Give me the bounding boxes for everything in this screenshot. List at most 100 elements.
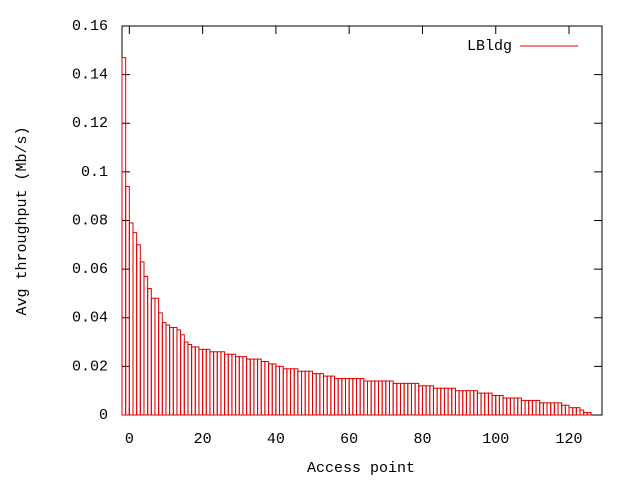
bar	[271, 363, 277, 416]
bar	[388, 380, 394, 416]
bar	[293, 368, 299, 416]
bar	[290, 368, 295, 416]
bar	[392, 382, 398, 416]
bar	[169, 326, 174, 416]
bar	[279, 365, 284, 416]
bar	[407, 382, 412, 416]
bar	[238, 356, 244, 416]
bar	[326, 375, 332, 416]
bar	[348, 378, 354, 416]
x-tick-label: 60	[340, 431, 358, 448]
bar	[198, 348, 204, 416]
bar	[535, 399, 541, 416]
bar	[465, 390, 471, 416]
bar	[356, 378, 361, 416]
bar	[432, 387, 438, 416]
bar	[249, 358, 255, 416]
bar	[414, 382, 420, 416]
bar	[583, 412, 588, 416]
bar	[231, 353, 237, 416]
bar	[121, 57, 127, 416]
bar	[147, 288, 152, 416]
bar	[334, 378, 339, 416]
bar	[429, 385, 434, 416]
y-tick-label: 0	[99, 407, 108, 424]
bar	[579, 409, 585, 416]
bar	[370, 380, 376, 416]
bar	[399, 382, 405, 416]
bar	[297, 370, 303, 416]
y-tick-label: 0.04	[72, 310, 108, 327]
bar	[462, 390, 467, 416]
bar	[312, 373, 317, 416]
bar	[480, 392, 486, 416]
bar	[546, 402, 552, 416]
x-tick-label: 40	[267, 431, 285, 448]
bar	[136, 244, 141, 416]
bar	[172, 326, 178, 416]
bar	[513, 397, 519, 416]
bar	[286, 368, 292, 416]
bar	[568, 407, 574, 416]
bar	[575, 407, 581, 416]
bar	[304, 370, 310, 416]
bar	[363, 380, 368, 416]
bar	[381, 380, 387, 416]
bar	[440, 387, 445, 416]
bar	[275, 365, 281, 416]
bar	[443, 387, 449, 416]
bar	[268, 363, 273, 416]
y-tick-label: 0.02	[72, 358, 108, 375]
bar	[180, 334, 185, 416]
bar	[564, 404, 570, 416]
bar	[458, 390, 464, 416]
x-tick-label: 100	[482, 431, 509, 448]
y-tick-label: 0.12	[72, 115, 108, 132]
bar	[377, 380, 383, 416]
bar	[359, 378, 365, 416]
x-tick-label: 20	[194, 431, 212, 448]
bar	[227, 353, 233, 416]
bar	[132, 232, 138, 416]
y-tick-label: 0.08	[72, 212, 108, 229]
bar	[539, 402, 544, 416]
bar	[209, 351, 215, 416]
bar	[202, 348, 207, 416]
y-tick-label: 0.1	[81, 164, 108, 181]
bar	[242, 356, 248, 416]
bar	[531, 399, 537, 416]
bar	[205, 348, 211, 416]
bar	[282, 368, 288, 416]
x-axis-label: Access point	[307, 460, 415, 477]
legend-label: LBldg	[467, 38, 512, 55]
bar	[436, 387, 442, 416]
bar	[561, 404, 566, 416]
bar	[487, 392, 493, 416]
bar	[396, 382, 401, 416]
bar	[264, 361, 270, 416]
bar	[469, 390, 475, 416]
bar	[315, 373, 321, 416]
bar	[517, 397, 522, 416]
bar	[572, 407, 577, 416]
bar	[260, 361, 266, 416]
bar	[220, 351, 226, 416]
bar	[176, 329, 182, 416]
bar	[301, 370, 306, 416]
x-tick-label: 80	[413, 431, 431, 448]
bar	[139, 261, 145, 416]
bar	[341, 378, 347, 416]
bar	[586, 412, 592, 416]
y-tick-label: 0.14	[72, 67, 108, 84]
bar	[421, 385, 427, 416]
bar	[323, 375, 328, 416]
bar	[425, 385, 431, 416]
bar	[213, 351, 218, 416]
bar	[502, 397, 508, 416]
bar	[161, 322, 167, 416]
bar	[484, 392, 489, 416]
bar	[557, 402, 563, 416]
bar	[418, 385, 423, 416]
bar	[542, 402, 548, 416]
